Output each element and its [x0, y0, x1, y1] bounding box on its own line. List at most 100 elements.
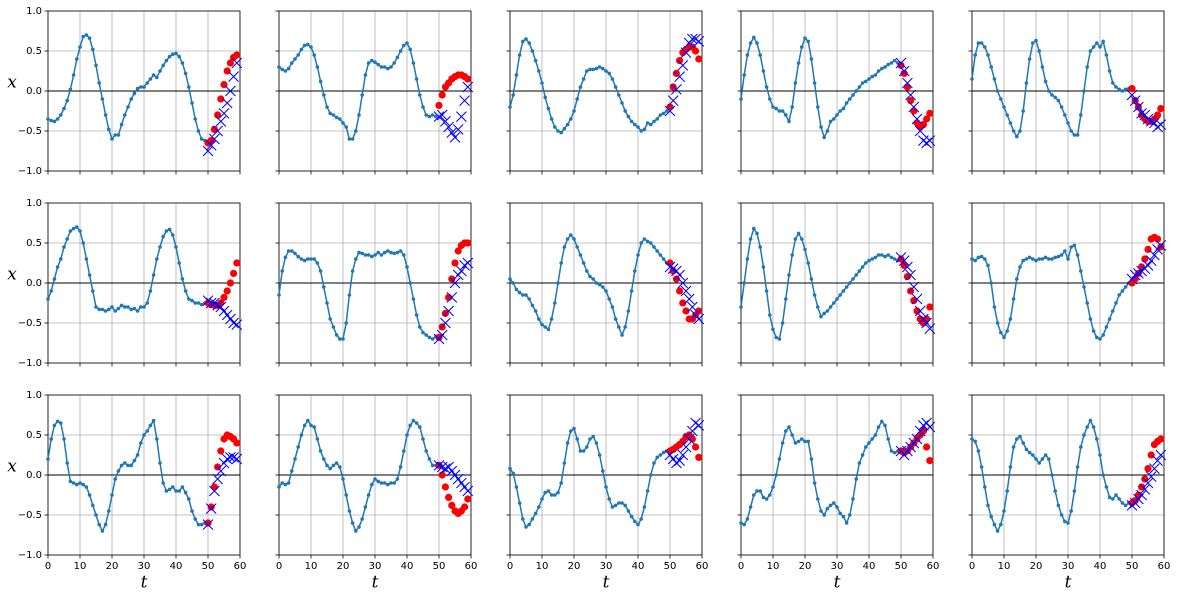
- point: [636, 125, 640, 129]
- point: [116, 469, 121, 473]
- x-tick-label: 50: [664, 561, 677, 572]
- target-cross: [680, 47, 692, 58]
- series-line: [509, 233, 668, 338]
- point: [796, 61, 801, 65]
- point: [1008, 465, 1013, 469]
- point: [973, 53, 977, 57]
- point: [1107, 69, 1112, 73]
- point: [1117, 293, 1121, 297]
- target-cross: [683, 293, 695, 305]
- plot-frame: [278, 394, 472, 556]
- point: [642, 505, 647, 509]
- point: [742, 281, 746, 285]
- point: [999, 330, 1003, 335]
- point: [995, 529, 1000, 533]
- target-cross: [908, 281, 920, 293]
- point: [764, 289, 769, 293]
- point: [322, 285, 326, 289]
- point: [892, 450, 897, 455]
- point: [411, 61, 416, 65]
- x-tick-label: 40: [863, 561, 876, 572]
- point: [1104, 325, 1109, 329]
- point: [604, 289, 608, 293]
- point: [360, 251, 365, 256]
- prediction-dot: [207, 137, 215, 145]
- target-cross: [1152, 455, 1163, 466]
- point: [1088, 49, 1093, 53]
- x-tick-label: 40: [1094, 561, 1107, 572]
- prediction-dot: [451, 259, 459, 267]
- x-tick-label: 30: [831, 561, 844, 572]
- point: [610, 77, 615, 81]
- x-axis-label: t: [603, 573, 610, 593]
- point: [626, 114, 631, 119]
- prediction-dot: [676, 287, 684, 295]
- point: [357, 113, 361, 117]
- point: [1075, 133, 1080, 137]
- prediction-dot: [461, 503, 469, 511]
- point: [341, 121, 345, 125]
- point: [973, 258, 977, 263]
- point: [280, 67, 285, 72]
- point: [180, 485, 185, 489]
- point: [832, 117, 836, 121]
- point: [983, 485, 987, 489]
- point: [517, 290, 522, 295]
- point: [581, 261, 586, 265]
- target-cross: [911, 113, 923, 125]
- target-cross: [911, 293, 923, 305]
- point: [430, 113, 435, 117]
- prediction-dot: [438, 91, 446, 99]
- point: [569, 429, 573, 433]
- point: [65, 98, 69, 103]
- prediction-dot: [692, 443, 700, 451]
- point: [126, 305, 130, 309]
- point: [540, 81, 544, 85]
- point: [764, 497, 769, 501]
- point: [752, 35, 756, 40]
- point: [55, 419, 60, 424]
- plot-frame: [971, 394, 1165, 556]
- point: [328, 111, 333, 116]
- point: [508, 105, 512, 109]
- point: [655, 455, 659, 460]
- y-tick-label: 1.0: [26, 6, 42, 17]
- point: [870, 257, 874, 261]
- point: [559, 261, 563, 265]
- target-cross: [215, 116, 227, 127]
- series-line: [509, 427, 668, 529]
- point: [1053, 489, 1057, 493]
- point: [107, 127, 111, 132]
- point: [999, 97, 1003, 101]
- point: [107, 509, 111, 513]
- point: [1040, 457, 1045, 461]
- point: [193, 301, 197, 305]
- point: [553, 493, 557, 497]
- point: [354, 529, 358, 533]
- target-cross: [895, 57, 907, 69]
- target-cross: [1129, 95, 1141, 106]
- point: [46, 117, 50, 121]
- point: [97, 307, 101, 312]
- point: [511, 281, 515, 285]
- point: [645, 121, 650, 125]
- point: [597, 453, 602, 457]
- point: [533, 511, 538, 516]
- point: [354, 129, 358, 133]
- point: [373, 477, 377, 481]
- target-cross: [687, 425, 698, 437]
- point: [787, 119, 791, 124]
- point: [585, 445, 589, 449]
- point: [832, 301, 836, 305]
- prediction-dot: [695, 453, 703, 461]
- prediction-dot: [1128, 85, 1136, 93]
- point: [1018, 265, 1022, 269]
- x-tick-label: 0: [969, 561, 975, 572]
- target-cross: [1142, 477, 1154, 489]
- point: [306, 42, 310, 47]
- point: [755, 231, 759, 236]
- point: [655, 117, 659, 121]
- point: [75, 225, 79, 229]
- point: [376, 62, 381, 67]
- point: [135, 453, 140, 457]
